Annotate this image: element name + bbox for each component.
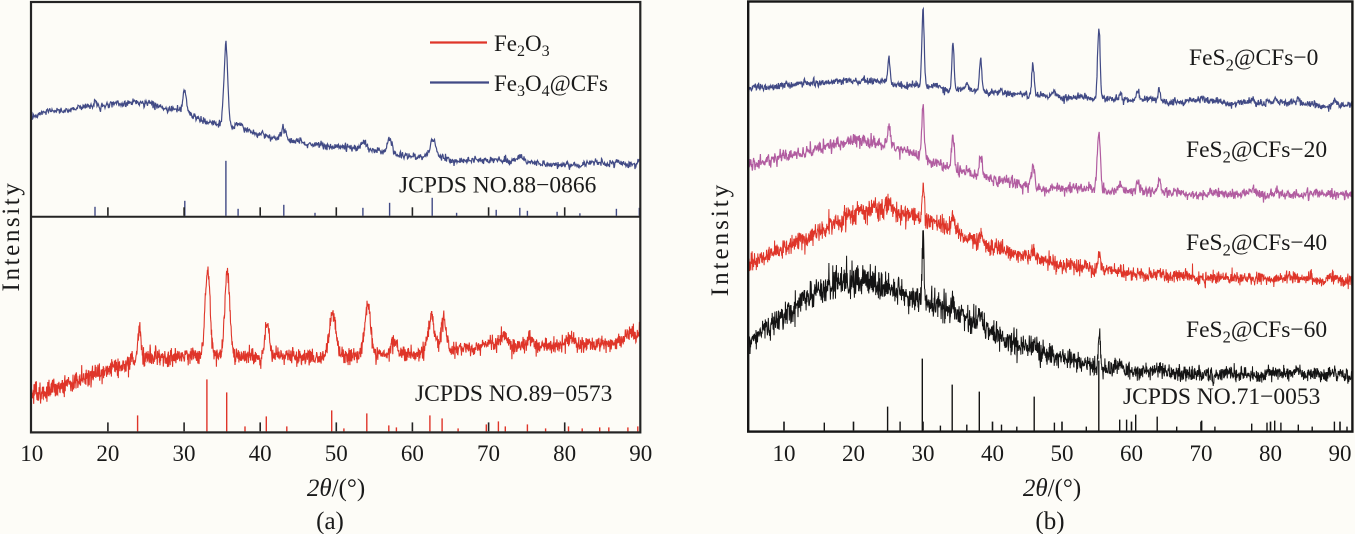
svg-text:90: 90 <box>629 441 652 466</box>
svg-text:90: 90 <box>1329 441 1352 466</box>
svg-text:50: 50 <box>325 441 348 466</box>
svg-text:JCPDS NO.89−0573: JCPDS NO.89−0573 <box>415 381 612 407</box>
svg-text:60: 60 <box>1120 441 1143 466</box>
svg-text:30: 30 <box>173 441 196 466</box>
svg-text:2θ/(°): 2θ/(°) <box>1023 475 1081 502</box>
svg-text:10: 10 <box>20 441 43 466</box>
svg-text:30: 30 <box>912 441 935 466</box>
svg-text:70: 70 <box>1190 441 1213 466</box>
svg-text:(b): (b) <box>1035 508 1064 534</box>
svg-text:70: 70 <box>477 441 500 466</box>
svg-text:Fe2O3: Fe2O3 <box>494 31 550 60</box>
svg-text:JCPDS NO.88−0866: JCPDS NO.88−0866 <box>399 173 597 199</box>
svg-text:JCPDS NO.71−0053: JCPDS NO.71−0053 <box>1123 384 1320 410</box>
svg-text:2θ/(°): 2θ/(°) <box>307 475 365 502</box>
svg-text:FeS2@CFs−40: FeS2@CFs−40 <box>1186 230 1327 260</box>
svg-text:FeS2@CFs−60: FeS2@CFs−60 <box>1186 317 1327 347</box>
svg-text:40: 40 <box>249 441 272 466</box>
svg-text:60: 60 <box>401 441 424 466</box>
svg-text:20: 20 <box>842 441 865 466</box>
svg-text:40: 40 <box>981 441 1004 466</box>
svg-text:80: 80 <box>553 441 576 466</box>
svg-text:FeS2@CFs−20: FeS2@CFs−20 <box>1186 137 1327 167</box>
svg-text:80: 80 <box>1259 441 1282 466</box>
svg-text:(a): (a) <box>316 508 344 534</box>
svg-text:50: 50 <box>1051 441 1074 466</box>
svg-text:Intensity: Intensity <box>707 182 734 297</box>
svg-text:FeS2@CFs−0: FeS2@CFs−0 <box>1189 45 1318 75</box>
svg-text:Fe3O4@CFs: Fe3O4@CFs <box>494 71 608 100</box>
svg-text:10: 10 <box>773 441 796 466</box>
svg-text:20: 20 <box>96 441 119 466</box>
svg-text:Intensity: Intensity <box>0 181 25 292</box>
